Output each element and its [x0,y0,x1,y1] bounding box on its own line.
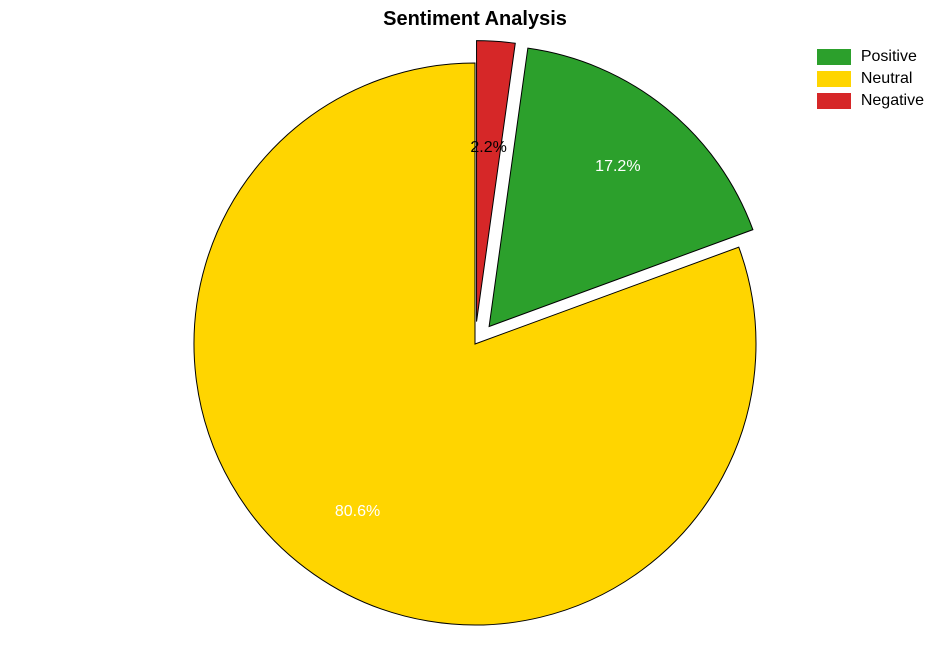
legend-item-neutral: Neutral [817,70,924,88]
pie-chart-svg [0,0,950,662]
legend-label: Negative [861,92,924,110]
legend-swatch-icon [817,49,851,65]
legend-label: Neutral [861,70,913,88]
legend-item-negative: Negative [817,92,924,110]
legend-swatch-icon [817,71,851,87]
legend: Positive Neutral Negative [817,48,924,114]
legend-label: Positive [861,48,917,66]
legend-item-positive: Positive [817,48,924,66]
legend-swatch-icon [817,93,851,109]
chart-stage: Sentiment Analysis 80.6%17.2%2.2% Positi… [0,0,950,662]
